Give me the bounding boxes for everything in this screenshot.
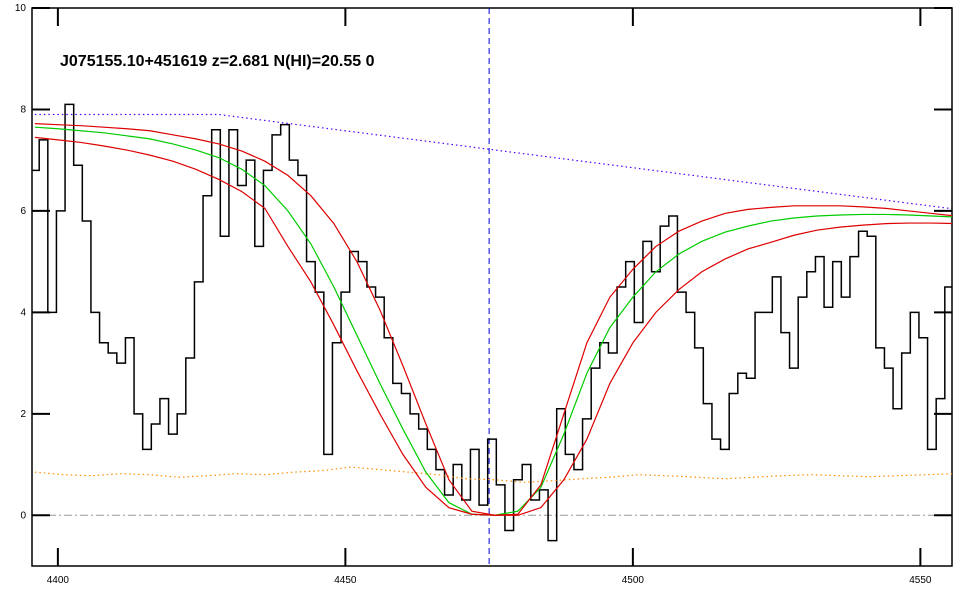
x-tick-label: 4450: [334, 575, 357, 586]
x-tick-label: 4400: [47, 575, 70, 586]
plot-area: [32, 8, 952, 566]
y-tick-label: 6: [20, 206, 26, 217]
x-tick-label: 4550: [909, 575, 932, 586]
y-tick-label: 4: [20, 307, 26, 318]
series-line: [32, 103, 952, 542]
plot-frame: [31, 7, 953, 567]
y-tick-label: 0: [20, 510, 26, 521]
y-tick-label: 8: [20, 104, 26, 115]
series-line: [34, 136, 952, 516]
y-tick-label: 2: [20, 409, 26, 420]
series-line: [34, 123, 952, 516]
chart-title: J075155.10+451619 z=2.681 N(HI)=20.55 0: [60, 53, 375, 70]
y-tick-label: 10: [15, 3, 27, 14]
series-line: [34, 466, 952, 483]
series-line: [34, 126, 952, 516]
x-tick-label: 4500: [622, 575, 645, 586]
